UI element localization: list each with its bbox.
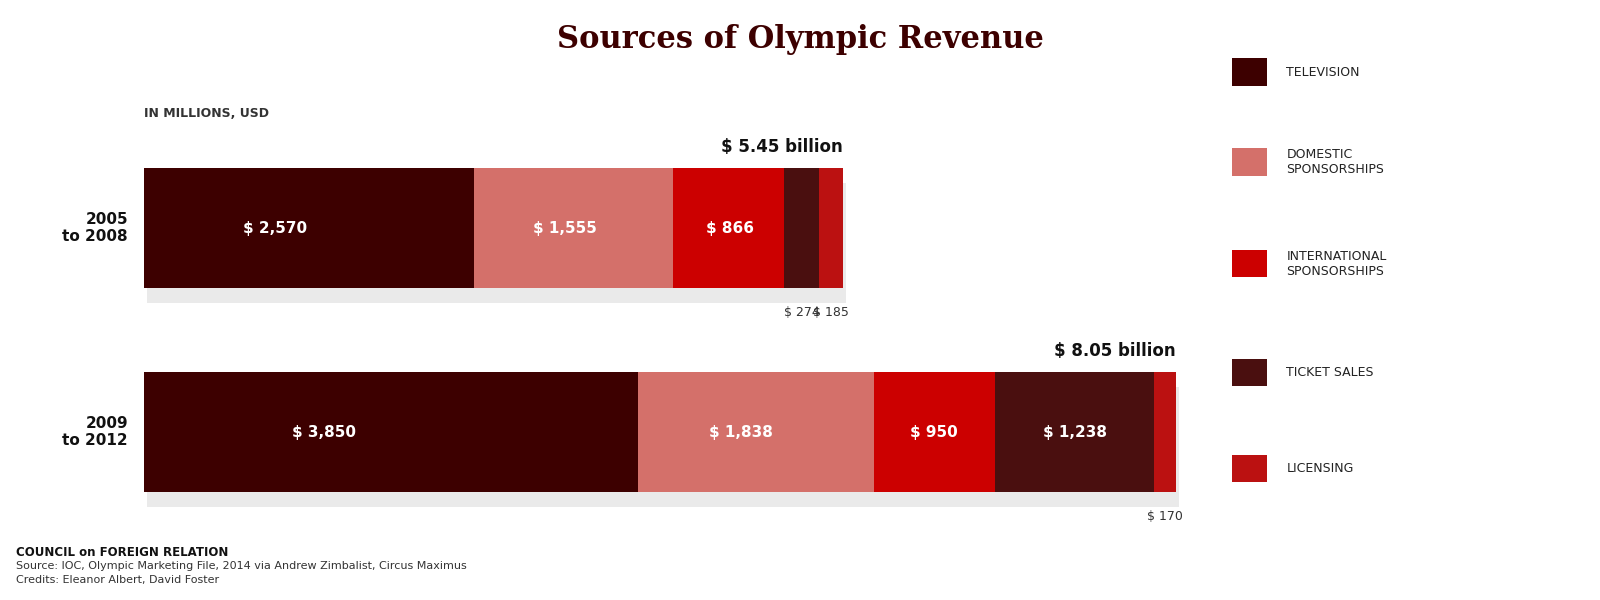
Text: INTERNATIONAL
SPONSORSHIPS: INTERNATIONAL SPONSORSHIPS [1286, 250, 1387, 278]
Text: TELEVISION: TELEVISION [1286, 65, 1360, 79]
Text: IN MILLIONS, USD: IN MILLIONS, USD [144, 107, 269, 120]
Bar [995, 372, 1154, 492]
Text: Sources of Olympic Revenue: Sources of Olympic Revenue [557, 24, 1043, 55]
Text: TICKET SALES: TICKET SALES [1286, 365, 1374, 379]
Text: 2009
to 2012: 2009 to 2012 [62, 416, 128, 448]
Text: $ 2,570: $ 2,570 [243, 220, 307, 235]
Bar [1232, 455, 1267, 481]
Text: $ 1,238: $ 1,238 [1043, 424, 1107, 439]
Bar [1232, 58, 1267, 85]
Text: $ 1,555: $ 1,555 [533, 220, 597, 235]
Text: $ 3,850: $ 3,850 [293, 424, 357, 439]
Bar [144, 168, 474, 288]
Bar [144, 372, 638, 492]
Text: 2005
to 2008: 2005 to 2008 [62, 212, 128, 244]
Bar [638, 372, 874, 492]
Bar [819, 168, 843, 288]
Text: DOMESTIC
SPONSORSHIPS: DOMESTIC SPONSORSHIPS [1286, 148, 1384, 176]
Bar [674, 168, 784, 288]
Bar [1232, 250, 1267, 277]
Text: Source: IOC, Olympic Marketing File, 2014 via Andrew Zimbalist, Circus Maximus: Source: IOC, Olympic Marketing File, 201… [16, 561, 467, 571]
Text: $ 5.45 billion: $ 5.45 billion [722, 138, 843, 156]
Bar [784, 168, 819, 288]
Text: $ 950: $ 950 [910, 424, 958, 439]
Text: COUNCIL on FOREIGN RELATION: COUNCIL on FOREIGN RELATION [16, 546, 229, 559]
Text: $ 1,838: $ 1,838 [709, 424, 773, 439]
Bar [1232, 358, 1267, 385]
Text: $ 8.05 billion: $ 8.05 billion [1054, 342, 1176, 360]
Bar [147, 387, 1179, 507]
Text: $ 866: $ 866 [707, 220, 755, 235]
Bar [147, 183, 846, 303]
Bar [1154, 372, 1176, 492]
Text: $ 185: $ 185 [813, 306, 850, 319]
Text: $ 274: $ 274 [784, 306, 819, 319]
Text: $ 170: $ 170 [1147, 510, 1182, 523]
Bar [874, 372, 995, 492]
Bar [474, 168, 674, 288]
Text: LICENSING: LICENSING [1286, 461, 1354, 475]
Bar [1232, 148, 1267, 175]
Text: Credits: Eleanor Albert, David Foster: Credits: Eleanor Albert, David Foster [16, 575, 219, 585]
